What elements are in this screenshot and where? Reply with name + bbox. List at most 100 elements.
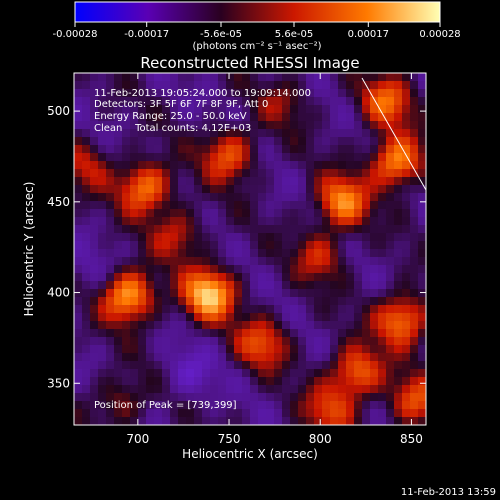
heatmap-cell — [218, 177, 227, 186]
heatmap-cell — [162, 385, 171, 394]
heatmap-cell — [186, 353, 195, 362]
heatmap-cell — [106, 305, 115, 314]
heatmap-cell — [354, 249, 363, 258]
annotation-detectors: Detectors: 3F 5F 6F 7F 8F 9F, Att 0 — [94, 99, 268, 110]
heatmap-cell — [82, 313, 91, 322]
heatmap-cell — [210, 81, 219, 90]
heatmap-cell — [154, 113, 163, 122]
heatmap-cell — [266, 105, 275, 114]
heatmap-cell — [186, 129, 195, 138]
heatmap-cell — [266, 409, 275, 418]
heatmap-cell — [146, 265, 155, 274]
heatmap-cell — [82, 153, 91, 162]
heatmap-cell — [362, 89, 371, 98]
heatmap-cell — [330, 321, 339, 330]
heatmap-cell — [218, 257, 227, 266]
heatmap-cell — [138, 377, 147, 386]
heatmap-cell — [170, 265, 179, 274]
heatmap-cell — [354, 265, 363, 274]
heatmap-cell — [370, 273, 379, 282]
heatmap-cell — [226, 297, 235, 306]
heatmap-cell — [162, 321, 171, 330]
heatmap-cell — [354, 121, 363, 130]
heatmap-cell — [242, 185, 251, 194]
heatmap-cell — [298, 257, 307, 266]
heatmap-cell — [322, 305, 331, 314]
heatmap-cell — [410, 257, 419, 266]
heatmap-cell — [194, 369, 203, 378]
heatmap-cell — [170, 337, 179, 346]
heatmap-cell — [354, 81, 363, 90]
heatmap-cell — [370, 281, 379, 290]
heatmap-cell — [370, 169, 379, 178]
heatmap-cell — [234, 281, 243, 290]
heatmap-cell — [370, 89, 379, 98]
heatmap-cell — [410, 161, 419, 170]
heatmap-cell — [418, 145, 426, 154]
heatmap-cell — [386, 233, 395, 242]
heatmap-cell — [274, 177, 283, 186]
heatmap-cell — [290, 73, 299, 82]
heatmap-cell — [178, 417, 187, 425]
heatmap-cell — [242, 161, 251, 170]
heatmap-cell — [146, 305, 155, 314]
heatmap-cell — [370, 337, 379, 346]
heatmap-cell — [274, 121, 283, 130]
heatmap-cell — [186, 73, 195, 82]
heatmap-cell — [354, 233, 363, 242]
heatmap-cell — [178, 361, 187, 370]
heatmap-cell — [394, 249, 403, 258]
heatmap-cell — [122, 225, 131, 234]
heatmap-cell — [394, 129, 403, 138]
heatmap-cell — [258, 81, 267, 90]
heatmap-cell — [266, 177, 275, 186]
heatmap-cell — [234, 209, 243, 218]
heatmap-cell — [154, 345, 163, 354]
heatmap-cell — [242, 209, 251, 218]
heatmap-cell — [394, 361, 403, 370]
heatmap-cell — [170, 153, 179, 162]
heatmap-cell — [266, 217, 275, 226]
heatmap-cell — [282, 185, 291, 194]
heatmap-cell — [378, 129, 387, 138]
heatmap-cell — [162, 201, 171, 210]
heatmap-cell — [402, 209, 411, 218]
heatmap-cell — [402, 169, 411, 178]
heatmap-cell — [250, 289, 259, 298]
heatmap-cell — [202, 361, 211, 370]
heatmap-cell — [274, 169, 283, 178]
heatmap-cell — [370, 401, 379, 410]
heatmap-cell — [346, 137, 355, 146]
heatmap-cell — [98, 393, 107, 402]
heatmap-cell — [274, 313, 283, 322]
heatmap-cell — [402, 385, 411, 394]
heatmap-cell — [402, 249, 411, 258]
heatmap-cell — [250, 121, 259, 130]
heatmap-cell — [314, 337, 323, 346]
heatmap-cell — [362, 321, 371, 330]
heatmap-cell — [410, 329, 419, 338]
heatmap-cell — [186, 297, 195, 306]
heatmap-cell — [282, 417, 291, 425]
heatmap-cell — [114, 89, 123, 98]
heatmap-cell — [122, 241, 131, 250]
heatmap-cell — [146, 281, 155, 290]
heatmap-cell — [202, 321, 211, 330]
heatmap-cell — [410, 345, 419, 354]
heatmap-cell — [170, 121, 179, 130]
heatmap-cell — [266, 137, 275, 146]
heatmap-cell — [162, 121, 171, 130]
heatmap-cell — [138, 257, 147, 266]
heatmap-cell — [410, 137, 419, 146]
heatmap-cell — [234, 257, 243, 266]
heatmap-cell — [210, 393, 219, 402]
heatmap-cell — [90, 305, 99, 314]
heatmap-cell — [394, 385, 403, 394]
heatmap-cell — [226, 329, 235, 338]
heatmap-cell — [418, 113, 426, 122]
heatmap-cell — [162, 409, 171, 418]
heatmap-cell — [338, 385, 347, 394]
y-axis-label: Heliocentric Y (arcsec) — [22, 182, 36, 317]
heatmap-cell — [330, 153, 339, 162]
heatmap-cell — [226, 385, 235, 394]
